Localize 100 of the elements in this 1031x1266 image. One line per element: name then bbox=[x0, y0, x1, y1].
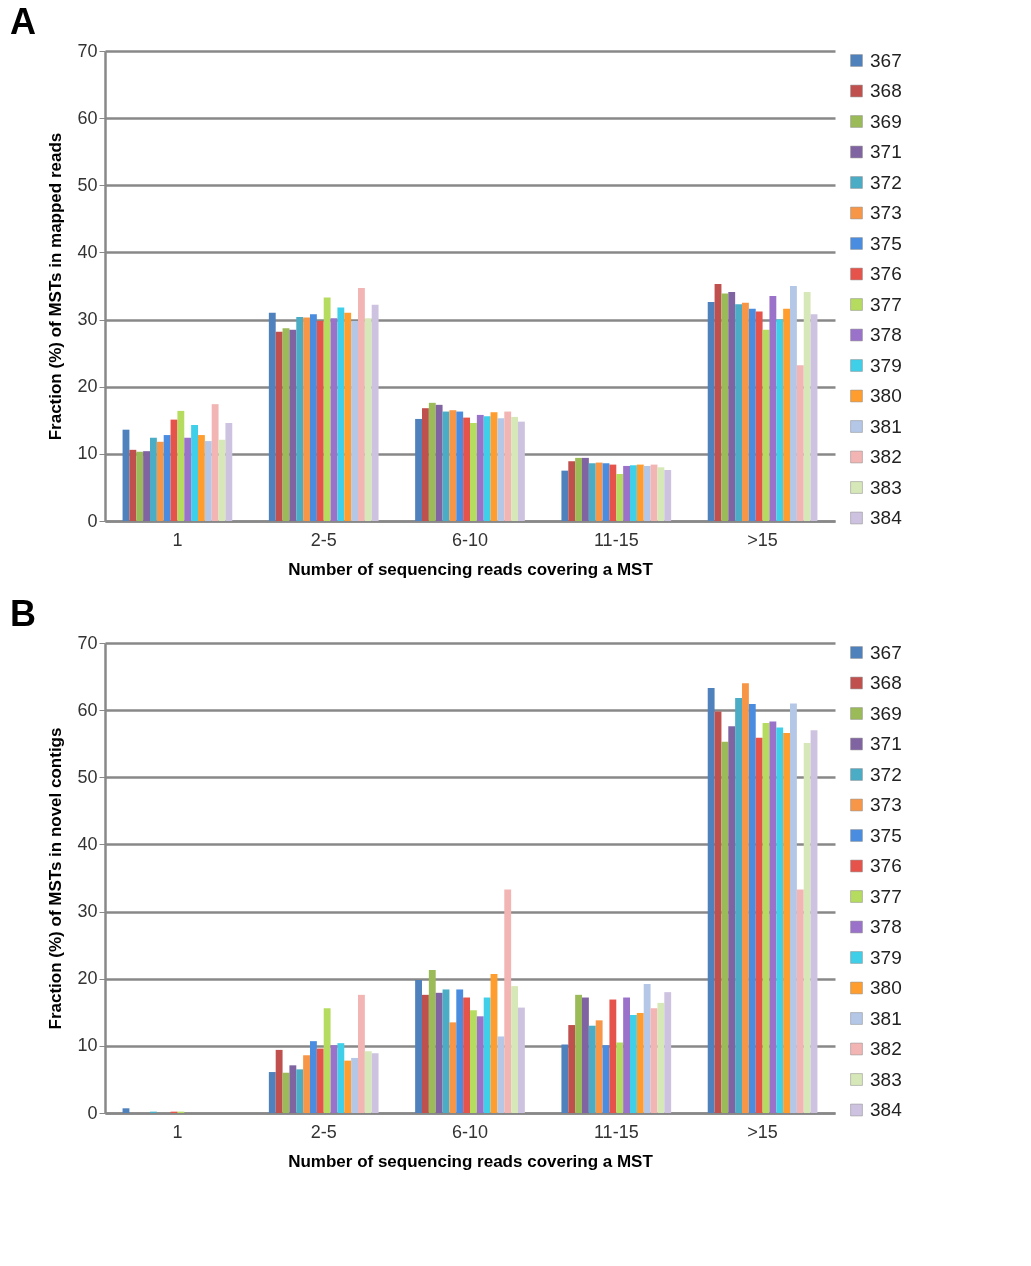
bar bbox=[428, 402, 436, 521]
bar bbox=[803, 292, 811, 521]
legend-label: 380 bbox=[870, 385, 902, 406]
bar bbox=[803, 743, 811, 1113]
bar bbox=[163, 435, 171, 521]
bar bbox=[463, 997, 470, 1113]
bar bbox=[415, 980, 422, 1113]
bar bbox=[497, 1036, 505, 1113]
bar bbox=[268, 1072, 276, 1113]
bar bbox=[511, 416, 518, 521]
bar bbox=[449, 1022, 457, 1113]
legend-label: 372 bbox=[870, 171, 902, 193]
bar bbox=[415, 418, 422, 521]
legend-label: 377 bbox=[870, 293, 902, 315]
bar bbox=[721, 293, 729, 521]
legend-label: 384 bbox=[870, 1099, 903, 1120]
legend-label: 369 bbox=[870, 702, 902, 724]
y-tick-label: 60 bbox=[77, 699, 98, 720]
bar bbox=[623, 465, 631, 521]
legend-label: 367 bbox=[870, 49, 902, 71]
bar bbox=[616, 1042, 624, 1113]
legend-label: 380 bbox=[870, 977, 902, 998]
bar bbox=[748, 704, 756, 1113]
bar bbox=[204, 441, 212, 521]
legend-label: 367 bbox=[870, 641, 902, 663]
bar bbox=[595, 1020, 603, 1113]
bar bbox=[582, 457, 589, 521]
legend-label: 384 bbox=[870, 507, 903, 528]
x-tick-label: 1 bbox=[172, 1121, 183, 1142]
bar bbox=[456, 411, 464, 521]
bar bbox=[371, 304, 379, 521]
bar bbox=[636, 464, 644, 521]
bar bbox=[497, 418, 505, 521]
bar bbox=[643, 984, 651, 1113]
bar bbox=[296, 1069, 304, 1113]
bar bbox=[657, 1002, 665, 1113]
bar bbox=[796, 889, 804, 1113]
bar bbox=[435, 404, 443, 521]
bar bbox=[790, 703, 797, 1113]
bar bbox=[275, 331, 283, 521]
x-tick-label: 1 bbox=[172, 529, 183, 550]
bar bbox=[463, 417, 470, 521]
bar bbox=[575, 457, 583, 521]
bar bbox=[303, 1055, 310, 1113]
bar bbox=[337, 307, 345, 521]
legend-label: 375 bbox=[870, 232, 902, 254]
bar bbox=[470, 422, 477, 521]
bar bbox=[364, 1051, 372, 1113]
bar bbox=[344, 1060, 352, 1113]
y-tick-label: 50 bbox=[77, 174, 98, 195]
y-axis-title: Fraction (%) of MSTs in mapped reads bbox=[46, 132, 66, 441]
bar bbox=[769, 296, 777, 521]
bar bbox=[623, 997, 631, 1113]
bar bbox=[275, 1049, 283, 1113]
bar bbox=[728, 726, 736, 1113]
x-tick-label: 11-15 bbox=[593, 529, 639, 550]
chart-title: A bbox=[10, 1, 36, 42]
bar bbox=[316, 1048, 324, 1113]
bar bbox=[609, 464, 617, 521]
bar bbox=[561, 470, 569, 521]
bar bbox=[518, 1007, 525, 1113]
legend-label: 376 bbox=[870, 855, 902, 876]
y-tick-label: 10 bbox=[77, 1035, 98, 1056]
bar bbox=[177, 410, 185, 521]
bar bbox=[428, 969, 436, 1113]
bar bbox=[568, 461, 576, 521]
bar bbox=[344, 312, 352, 521]
legend-label: 373 bbox=[870, 794, 902, 815]
bar bbox=[422, 408, 429, 521]
bar bbox=[616, 474, 624, 521]
x-axis-title: Number of sequencing reads covering a MST bbox=[288, 559, 654, 579]
bar bbox=[323, 1008, 331, 1113]
bar bbox=[422, 994, 429, 1113]
bar bbox=[309, 1041, 317, 1113]
bar bbox=[755, 311, 763, 521]
y-tick-label: 60 bbox=[77, 107, 98, 128]
bar bbox=[371, 1053, 379, 1113]
bar bbox=[609, 999, 617, 1113]
bar bbox=[129, 449, 137, 521]
legend-label: 382 bbox=[870, 1038, 902, 1059]
bar bbox=[357, 994, 365, 1113]
bar bbox=[721, 741, 729, 1113]
bar bbox=[630, 1014, 637, 1113]
legend-label: 382 bbox=[870, 446, 902, 467]
bar bbox=[316, 320, 324, 521]
bar bbox=[197, 435, 205, 521]
bar bbox=[156, 441, 164, 521]
bar bbox=[755, 737, 763, 1113]
bar bbox=[476, 414, 484, 521]
bar bbox=[184, 437, 192, 521]
legend-label: 381 bbox=[870, 1007, 902, 1029]
bar bbox=[588, 1025, 596, 1113]
legend-label: 383 bbox=[870, 476, 902, 498]
bar bbox=[643, 465, 651, 521]
bar bbox=[191, 424, 198, 521]
bar bbox=[664, 992, 672, 1113]
bar bbox=[149, 437, 157, 521]
bar bbox=[776, 319, 784, 521]
bar bbox=[783, 308, 791, 521]
legend-label: 381 bbox=[870, 415, 902, 437]
